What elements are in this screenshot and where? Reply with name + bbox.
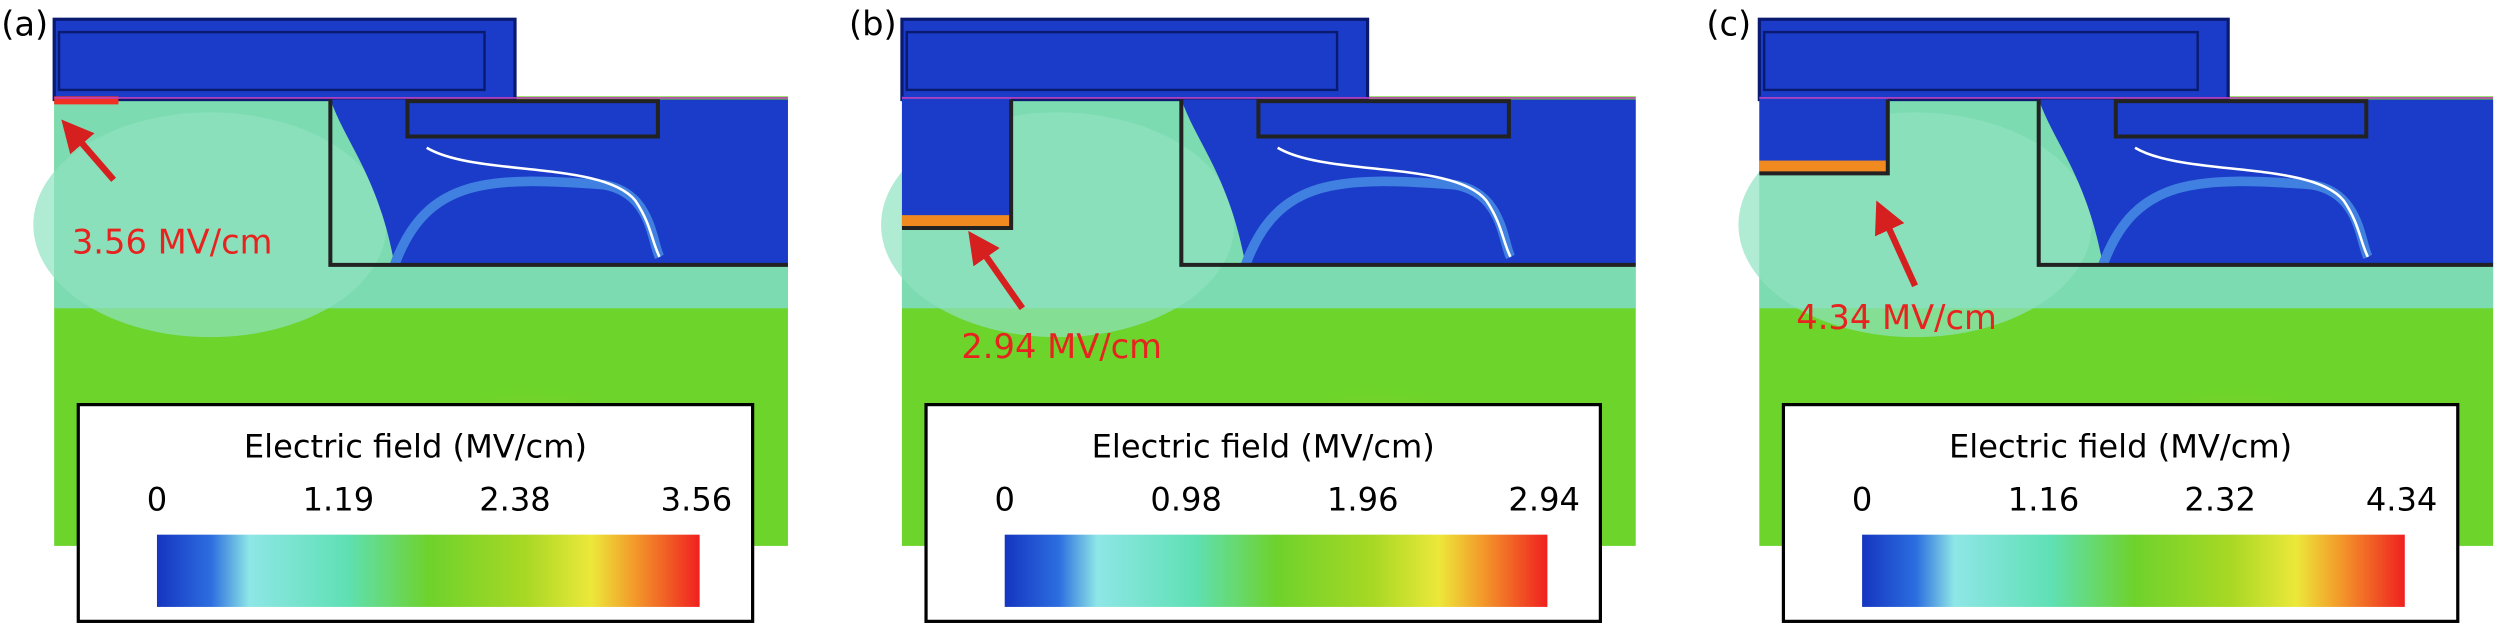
annotation: 4.34 MV/cm — [1796, 298, 1997, 337]
colorbar — [1004, 534, 1548, 607]
step-outline — [901, 99, 1014, 231]
field-plate — [405, 99, 660, 139]
trench-outline — [1179, 99, 1636, 267]
step — [901, 96, 1012, 228]
colorbar-tick: 1.16 — [2008, 481, 2080, 519]
colorbar-tick: 4.34 — [2366, 481, 2438, 519]
colorbar-tick: 1.19 — [303, 481, 375, 519]
step-outline — [1759, 99, 1890, 176]
colorbar-tick: 2.32 — [2184, 481, 2256, 519]
hotspot — [901, 215, 1012, 228]
field-blob — [33, 112, 387, 338]
colorbar — [1862, 534, 2405, 607]
colorbar-tick: 1.96 — [1327, 481, 1399, 519]
hotspot — [54, 96, 119, 105]
field-plate — [2113, 99, 2369, 139]
field-plate — [1256, 99, 1511, 139]
panel: (c) 4.34 MV/cm Electric field (MV/cm) 0 1.16… — [1706, 4, 2494, 623]
gate-inner — [1762, 30, 2199, 92]
colorbar-title: Electric field (MV/cm) — [1092, 428, 1435, 466]
colorbar-tick: 2.38 — [479, 481, 551, 519]
colorbar-tick: 0.98 — [1150, 481, 1222, 519]
arrow — [1874, 200, 1919, 288]
annotation: 3.56 MV/cm — [72, 223, 273, 262]
trench-outline — [328, 99, 788, 267]
panel-label: (a) — [1, 4, 48, 43]
arrow — [968, 230, 1026, 311]
colorbar-tick: 0 — [147, 481, 167, 519]
panel-label: (b) — [849, 4, 897, 43]
contour — [2134, 146, 2370, 258]
panel: (b) 2.94 MV/cm Electric field (MV/cm) 0 0.98… — [849, 4, 1636, 623]
gate-inner — [57, 30, 486, 92]
annotation: 2.94 MV/cm — [961, 327, 1162, 366]
colorbar — [156, 534, 700, 607]
colorbar-tick: 0 — [994, 481, 1014, 519]
trench-outline — [2036, 99, 2494, 267]
colorbar-title: Electric field (MV/cm) — [1949, 428, 2292, 466]
colorbar-tick: 2.94 — [1508, 481, 1580, 519]
arrow — [61, 119, 117, 182]
colorbar-tick: 0 — [1852, 481, 1872, 519]
hotspot — [1759, 160, 1888, 174]
colorbar-tick: 3.56 — [661, 481, 733, 519]
contour — [426, 146, 661, 258]
panel: (a) 3.56 MV/cm Electric field (MV/cm) 0 1.19… — [1, 4, 788, 623]
gate-inner — [905, 30, 1339, 92]
panel-label: (c) — [1706, 4, 1751, 43]
colorbar-title: Electric field (MV/cm) — [244, 428, 587, 466]
contour — [1277, 146, 1512, 258]
